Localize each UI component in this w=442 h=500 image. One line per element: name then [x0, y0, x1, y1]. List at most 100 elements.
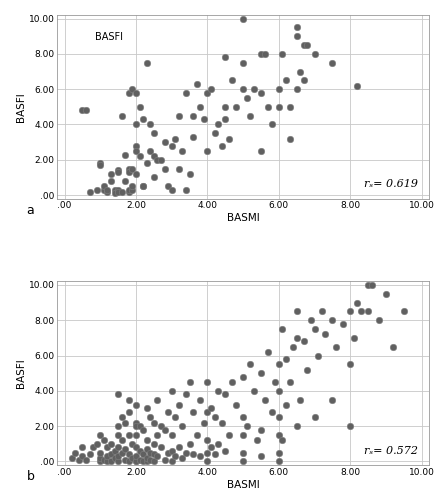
Point — [104, 444, 111, 452]
Point — [107, 458, 114, 466]
Point — [100, 182, 107, 190]
Point — [186, 440, 193, 448]
Point — [275, 387, 282, 395]
Point — [161, 456, 168, 464]
Point — [118, 448, 125, 456]
Point — [257, 88, 264, 96]
Point — [275, 414, 282, 422]
Point — [136, 103, 143, 111]
Point — [114, 431, 122, 439]
Point — [290, 342, 297, 350]
Point — [279, 436, 286, 444]
Point — [143, 454, 150, 462]
Point — [300, 76, 307, 84]
Point — [150, 418, 157, 426]
Point — [133, 452, 140, 460]
Point — [147, 456, 154, 464]
Point — [190, 112, 197, 120]
Point — [204, 408, 211, 416]
Point — [126, 186, 133, 194]
Point — [200, 418, 207, 426]
Point — [293, 85, 300, 93]
Point — [311, 414, 318, 422]
Point — [97, 458, 104, 466]
Point — [150, 450, 157, 458]
Point — [143, 436, 150, 444]
Point — [300, 338, 307, 345]
Point — [240, 414, 247, 422]
Point — [275, 103, 282, 111]
Point — [90, 444, 97, 452]
Point — [214, 440, 221, 448]
Point — [114, 166, 122, 174]
Point — [240, 458, 247, 466]
Point — [150, 458, 157, 466]
Point — [307, 316, 314, 324]
Point — [147, 448, 154, 456]
Point — [147, 120, 154, 128]
Point — [286, 103, 293, 111]
Point — [133, 142, 140, 150]
Point — [97, 431, 104, 439]
Point — [129, 440, 136, 448]
Point — [175, 164, 183, 172]
Point — [197, 396, 204, 404]
Point — [286, 378, 293, 386]
Point — [86, 188, 93, 196]
Point — [93, 186, 100, 194]
Point — [240, 14, 247, 22]
Point — [243, 94, 250, 102]
Point — [197, 103, 204, 111]
Point — [240, 448, 247, 456]
Point — [179, 454, 186, 462]
Point — [211, 130, 218, 138]
Point — [104, 188, 111, 196]
Point — [293, 32, 300, 40]
Point — [329, 396, 336, 404]
Point — [297, 68, 304, 76]
Point — [111, 454, 118, 462]
Point — [293, 334, 300, 342]
Point — [104, 458, 111, 466]
Point — [168, 387, 175, 395]
Point — [136, 456, 143, 464]
Point — [247, 112, 254, 120]
Point — [133, 170, 140, 178]
Point — [122, 456, 129, 464]
Point — [140, 182, 147, 190]
Point — [107, 440, 114, 448]
Point — [126, 188, 133, 196]
Point — [297, 396, 304, 404]
Point — [140, 426, 147, 434]
Point — [204, 448, 211, 456]
Point — [275, 85, 282, 93]
Point — [79, 106, 86, 114]
Point — [161, 138, 168, 146]
Point — [311, 50, 318, 58]
Point — [133, 422, 140, 430]
Point — [190, 133, 197, 141]
Point — [329, 58, 336, 66]
Y-axis label: BASFI: BASFI — [16, 92, 26, 122]
Point — [190, 408, 197, 416]
Point — [107, 177, 114, 185]
Point — [275, 431, 282, 439]
Point — [200, 115, 207, 123]
Point — [229, 378, 236, 386]
Point — [250, 85, 257, 93]
Text: BASFI: BASFI — [95, 32, 122, 42]
Point — [129, 182, 136, 190]
Point — [311, 325, 318, 333]
Point — [114, 390, 122, 398]
Point — [354, 82, 361, 90]
Point — [257, 452, 264, 460]
Point — [147, 414, 154, 422]
Point — [204, 147, 211, 155]
Point — [100, 456, 107, 464]
Point — [350, 334, 357, 342]
Point — [97, 160, 104, 168]
Point — [183, 448, 190, 456]
Text: b: b — [27, 470, 34, 483]
Point — [257, 369, 264, 377]
Point — [150, 152, 157, 160]
